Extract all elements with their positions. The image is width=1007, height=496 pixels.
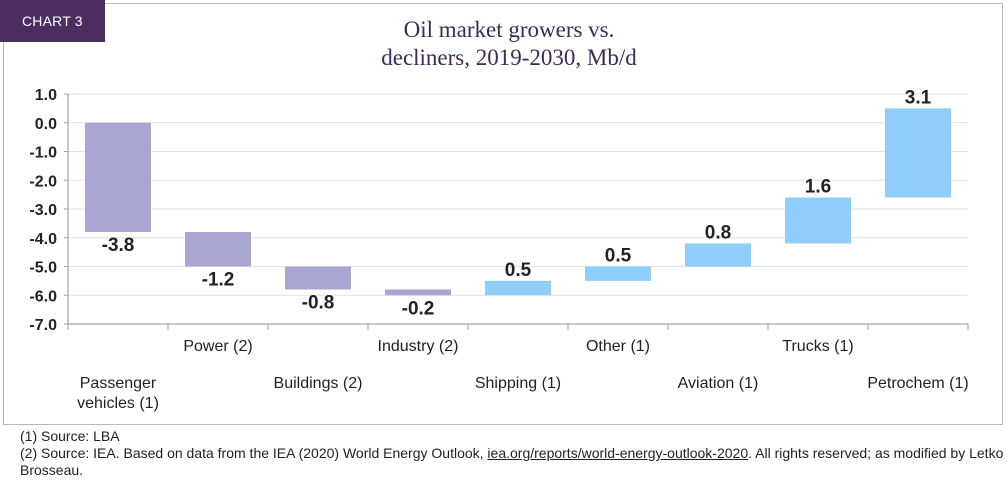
footnote-2: (2) Source: IEA. Based on data from the … (20, 445, 1004, 479)
y-tick-label: -6.0 (29, 288, 57, 305)
value-label: 1.6 (805, 177, 831, 198)
bar-power-2 (185, 232, 251, 267)
plot-area: 1.0 0.0 -1.0 -2.0 -3.0 -4.0 -5.0 -6.0 -7.0 -3.8 -1… (29, 87, 969, 334)
bar-buildings-2 (285, 266, 351, 290)
value-label: 0.8 (705, 223, 731, 244)
bar-petrochem-1 (885, 108, 951, 198)
value-label: -0.8 (302, 293, 335, 314)
bar-shipping-1 (485, 280, 551, 296)
y-tick-label: 1.0 (35, 87, 57, 104)
y-tick-label: -2.0 (29, 173, 57, 190)
bar-aviation-1 (685, 243, 751, 267)
source-link[interactable]: iea.org/reports/world-energy-outlook-202… (487, 445, 749, 461)
chart-title: Oil market growers vs. decliners, 2019-2… (381, 17, 637, 70)
y-tick-label: -5.0 (29, 260, 57, 277)
value-label: -1.2 (202, 270, 235, 291)
y-tick-label: -4.0 (29, 231, 57, 248)
chart-number-label: CHART 3 (22, 13, 83, 29)
bar-trucks-1 (785, 197, 851, 244)
footnotes: (1) Source: LBA (2) Source: IEA. Based o… (20, 428, 1004, 479)
value-label: 0.5 (605, 246, 632, 267)
y-tick-label: -1.0 (29, 145, 57, 162)
value-label: 0.5 (505, 260, 532, 281)
y-tick-label: -3.0 (29, 202, 57, 219)
chart-number-tag: CHART 3 (0, 0, 105, 42)
footnote-2-rights: . All rights reserved; as modified by Le… (20, 445, 1004, 478)
footnote-1: (1) Source: LBA (20, 428, 120, 444)
y-tick-label: -7.0 (29, 317, 57, 334)
footnote-2-text: (2) Source: IEA. Based on data from the … (20, 445, 488, 461)
chart-frame (3, 3, 1003, 425)
bar-industry-2 (385, 289, 451, 296)
y-tick-label: 0.0 (35, 116, 57, 133)
bar-passenger-vehicles-1 (85, 122, 151, 232)
value-label: 3.1 (905, 87, 932, 108)
value-label: -0.2 (402, 298, 435, 319)
bar-other-1 (585, 266, 651, 281)
value-label: -3.8 (102, 235, 135, 256)
